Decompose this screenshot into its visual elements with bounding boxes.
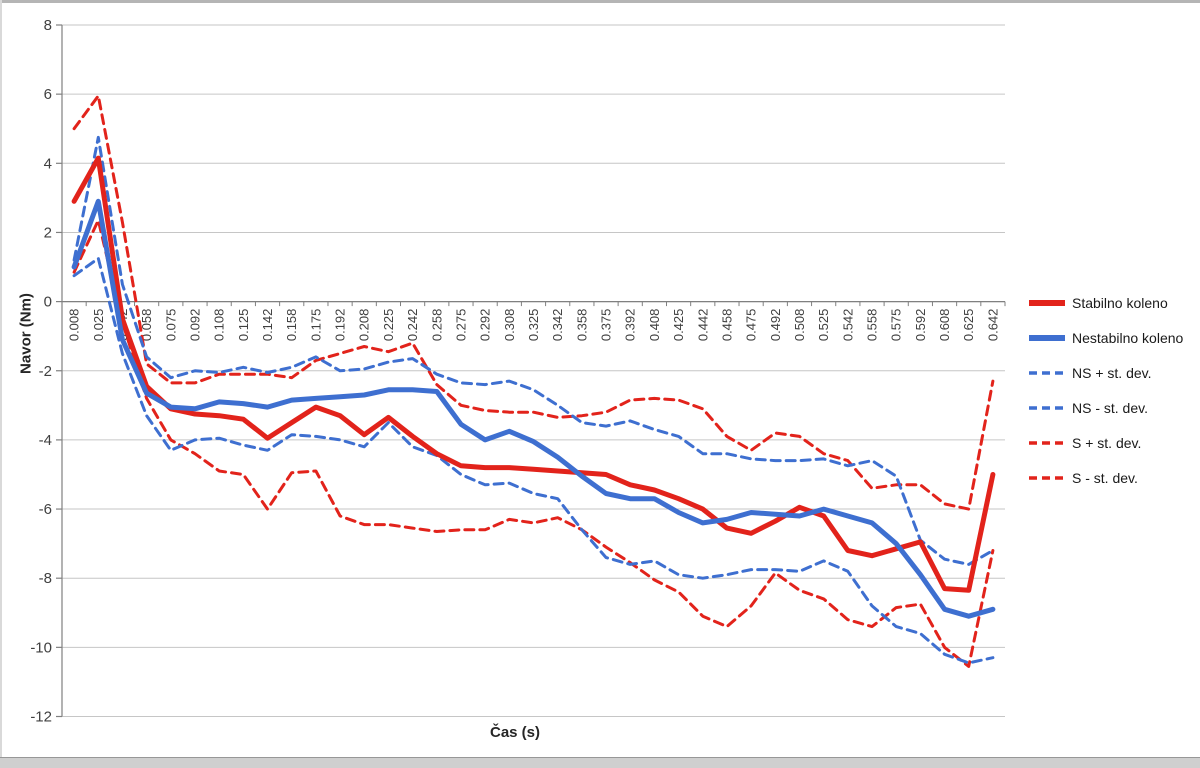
- series-line-ns-st-dev-: [72, 135, 995, 566]
- x-tick-label: 0.375: [599, 309, 614, 342]
- x-tick-label: 0.292: [478, 309, 493, 342]
- x-tick-label: 0.442: [695, 309, 710, 342]
- window-bottom-edge: [0, 757, 1200, 768]
- legend-key-icon: [1029, 405, 1065, 410]
- x-tick-label: 0.475: [744, 309, 759, 342]
- series-line-s-st-dev-: [72, 94, 995, 511]
- x-tick-label: 0.092: [187, 309, 202, 342]
- x-tick-label: 0.275: [453, 309, 468, 342]
- y-tick-label: -8: [39, 570, 52, 587]
- x-tick-label: 0.058: [139, 309, 154, 342]
- y-tick-label: -4: [39, 432, 52, 449]
- y-axis-title: Navor (Nm): [17, 293, 35, 374]
- legend-item: S + st. dev.: [1028, 425, 1183, 460]
- y-tick-label: 2: [44, 224, 52, 241]
- x-tick-label: 0.258: [429, 309, 444, 342]
- x-tick-label: 0.625: [961, 309, 976, 342]
- x-tick-label: 0.492: [768, 309, 783, 342]
- y-tick-label: -10: [30, 639, 52, 656]
- legend-label: NS - st. dev.: [1072, 399, 1148, 416]
- x-tick-label: 0.125: [236, 309, 251, 342]
- y-tick-label: -2: [39, 363, 52, 380]
- x-tick-label: 0.075: [163, 309, 178, 342]
- x-tick-label: 0.575: [889, 309, 904, 342]
- y-tick-label: 0: [44, 294, 52, 311]
- legend-key-icon: [1029, 299, 1065, 306]
- legend-label: S + st. dev.: [1072, 434, 1142, 451]
- x-tick-label: 0.008: [67, 309, 82, 342]
- legend-label: Nestabilno koleno: [1072, 329, 1184, 346]
- x-tick-label: 0.208: [357, 309, 372, 342]
- x-tick-label: 0.392: [623, 309, 638, 342]
- x-tick-label: 0.308: [502, 309, 517, 342]
- y-tick-label: 4: [44, 155, 52, 172]
- y-tick-label: 6: [44, 86, 52, 103]
- x-tick-label: 0.508: [792, 309, 807, 342]
- legend-key-icon: [1029, 440, 1065, 445]
- legend-key-icon: [1029, 475, 1065, 480]
- series-line-nestabilno-koleno: [71, 198, 996, 619]
- x-tick-label: 0.408: [647, 309, 662, 342]
- x-tick-label: 0.558: [865, 309, 880, 342]
- x-tick-label: 0.425: [671, 309, 686, 342]
- y-tick-label: -12: [30, 709, 52, 726]
- legend-item: NS + st. dev.: [1028, 355, 1183, 390]
- x-tick-label: 0.225: [381, 309, 396, 342]
- series-line-stabilno-koleno: [71, 155, 996, 593]
- x-tick-label: 0.142: [260, 309, 275, 342]
- y-tick-label: 8: [44, 17, 52, 34]
- x-tick-label: 0.542: [840, 309, 855, 342]
- x-axis-title: Čas (s): [489, 724, 541, 741]
- x-tick-label: 0.608: [937, 309, 952, 342]
- legend-label: NS + st. dev.: [1072, 364, 1152, 381]
- x-tick-label: 0.458: [719, 309, 734, 342]
- legend: Stabilno koleno Nestabilno koleno NS + st.…: [1028, 285, 1183, 495]
- x-tick-label: 0.025: [91, 309, 106, 342]
- legend-label: Stabilno koleno: [1072, 294, 1168, 311]
- x-tick-label: 0.242: [405, 309, 420, 342]
- x-tick-label: 0.358: [574, 309, 589, 342]
- window-left-edge: [0, 0, 2, 768]
- x-tick-label: 0.175: [308, 309, 323, 342]
- window-top-edge: [0, 0, 1200, 3]
- legend-label: S - st. dev.: [1072, 469, 1138, 486]
- x-tick-label: 0.642: [985, 309, 1000, 342]
- legend-key-icon: [1029, 334, 1065, 341]
- x-tick-label: 0.192: [333, 309, 348, 342]
- legend-item: S - st. dev.: [1028, 460, 1183, 495]
- x-tick-label: 0.325: [526, 309, 541, 342]
- x-tick-label: 0.592: [913, 309, 928, 342]
- x-tick-label: 0.342: [550, 309, 565, 342]
- x-tick-label: 0.525: [816, 309, 831, 342]
- y-tick-label: -6: [39, 501, 52, 518]
- legend-item: NS - st. dev.: [1028, 390, 1183, 425]
- x-tick-label: 0.108: [212, 309, 227, 342]
- legend-key-icon: [1029, 370, 1065, 375]
- legend-item: Nestabilno koleno: [1028, 320, 1183, 355]
- legend-item: Stabilno koleno: [1028, 285, 1183, 320]
- x-tick-label: 0.158: [284, 309, 299, 342]
